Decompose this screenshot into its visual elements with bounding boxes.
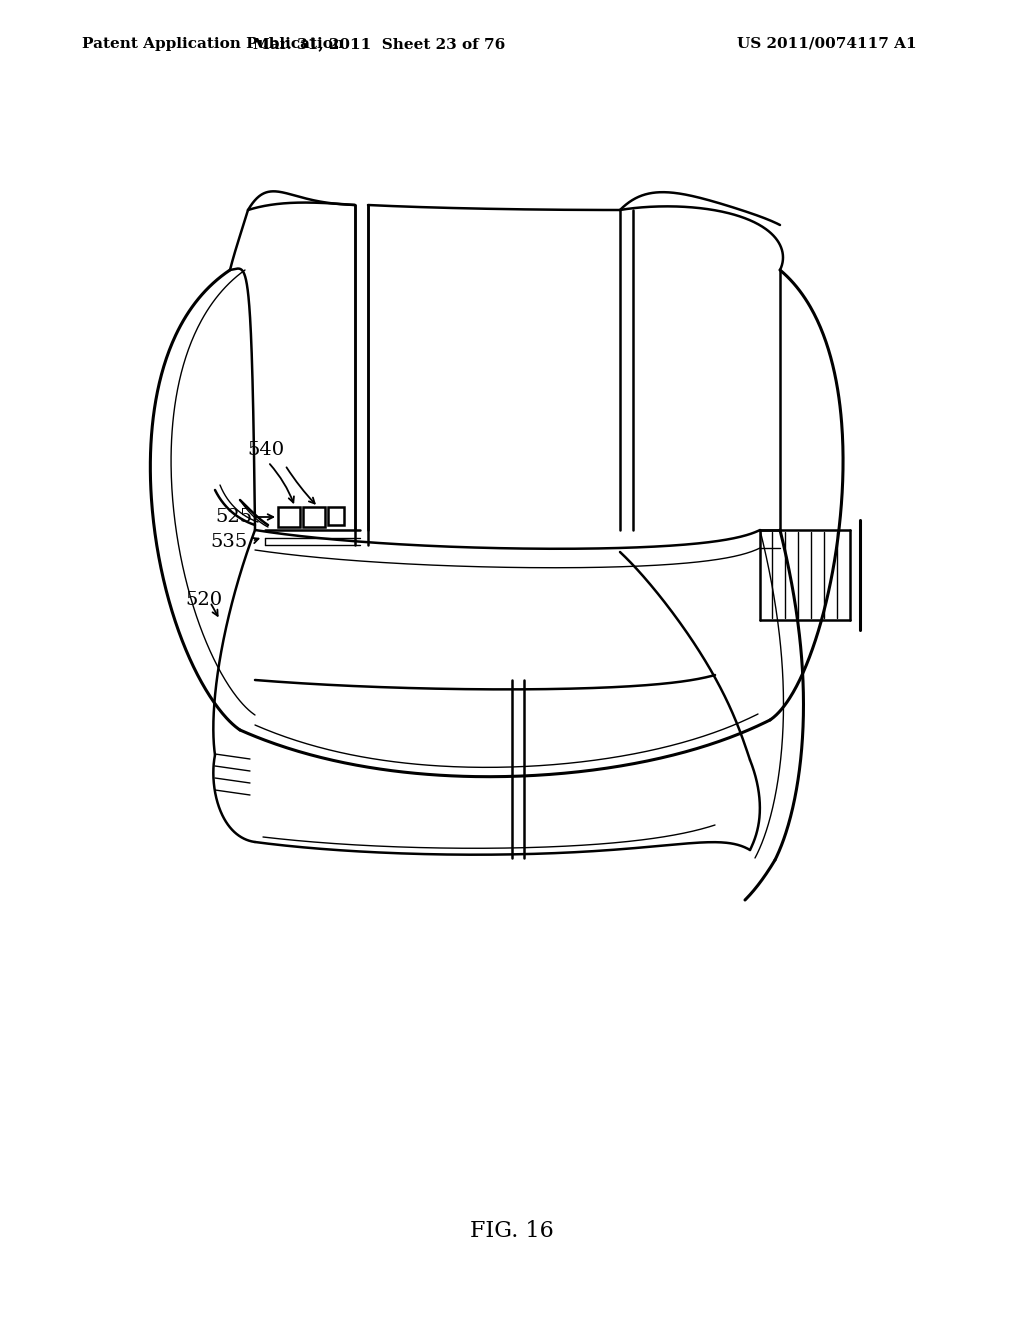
Text: Patent Application Publication: Patent Application Publication [82,37,344,51]
Bar [303,507,325,527]
Bar [328,507,344,525]
Text: 525: 525 [215,508,252,525]
Bar [278,507,300,527]
Text: 540: 540 [247,441,284,459]
Text: 535: 535 [210,533,247,550]
Text: US 2011/0074117 A1: US 2011/0074117 A1 [737,37,916,51]
Text: 520: 520 [185,591,222,609]
Text: FIG. 16: FIG. 16 [470,1220,554,1242]
Text: Mar. 31, 2011  Sheet 23 of 76: Mar. 31, 2011 Sheet 23 of 76 [253,37,505,51]
